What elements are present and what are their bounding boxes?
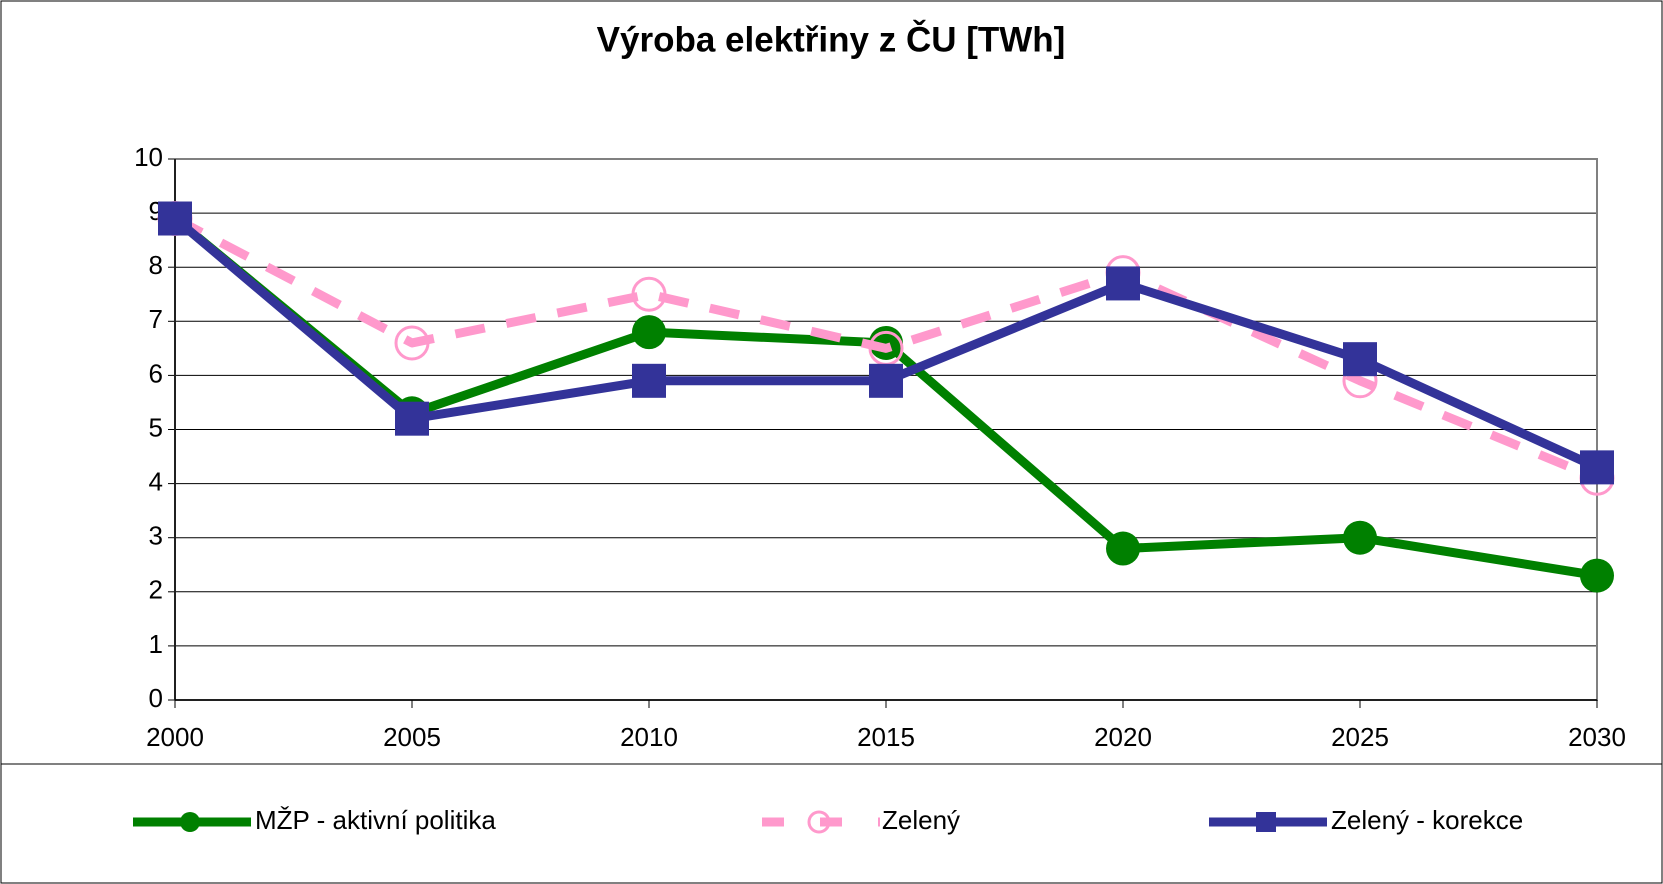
- x-tick-label: 2020: [1094, 722, 1152, 752]
- y-tick-label: 7: [149, 304, 163, 334]
- y-tick-label: 4: [149, 466, 163, 496]
- y-tick-label: 0: [149, 683, 163, 713]
- x-tick-label: 2030: [1568, 722, 1626, 752]
- data-point: [395, 401, 429, 436]
- data-point: [1580, 558, 1614, 593]
- legend-marker: [807, 810, 831, 834]
- data-point: [632, 315, 666, 350]
- y-tick-label: 8: [149, 250, 163, 280]
- x-tick-label: 2005: [383, 722, 441, 752]
- y-tick-label: 10: [134, 142, 163, 172]
- chart-title: Výroba elektřiny z ČU [TWh]: [597, 19, 1066, 59]
- y-tick-label: 2: [149, 575, 163, 605]
- legend-marker: [180, 812, 200, 832]
- x-tick-label: 2025: [1331, 722, 1389, 752]
- data-point: [1106, 531, 1140, 566]
- data-point: [869, 363, 903, 398]
- data-point: [631, 276, 667, 312]
- series-line: [172, 214, 1599, 483]
- data-point: [632, 363, 666, 398]
- y-tick-label: 6: [149, 358, 163, 388]
- data-point: [1106, 266, 1140, 301]
- data-point: [1580, 450, 1614, 485]
- x-tick-label: 2010: [620, 722, 678, 752]
- y-tick-label: 3: [149, 521, 163, 551]
- x-tick-label: 2000: [146, 722, 204, 752]
- legend-label: Zelený - korekce: [1331, 805, 1523, 835]
- legend-label: Zelený: [882, 805, 960, 835]
- y-tick-label: 5: [149, 412, 163, 442]
- x-tick-label: 2015: [857, 722, 915, 752]
- data-point: [158, 201, 192, 236]
- y-tick-label: 1: [149, 629, 163, 659]
- data-point: [1343, 520, 1377, 555]
- data-point: [1343, 342, 1377, 377]
- legend-label: MŽP - aktivní politika: [255, 805, 496, 835]
- legend-marker: [1256, 812, 1276, 832]
- data-point: [394, 325, 430, 361]
